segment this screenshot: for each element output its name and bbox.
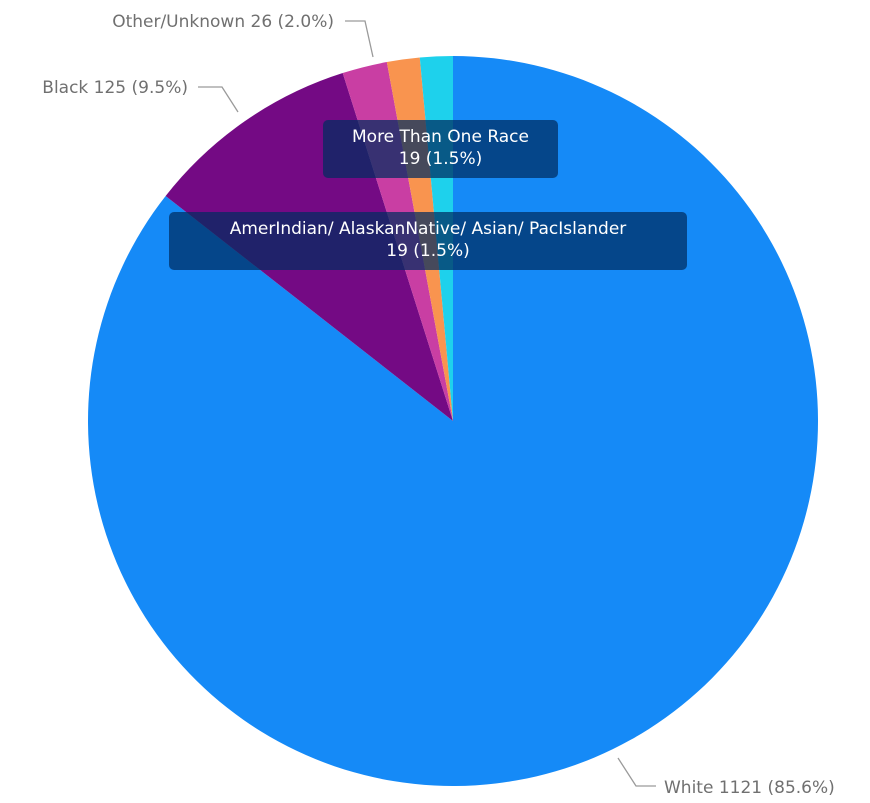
tooltip-more-than-one-race: More Than One Race 19 (1.5%) <box>323 120 558 178</box>
tooltip-box-amerindian-asian <box>169 212 687 270</box>
label-black: Black 125 (9.5%) <box>42 78 188 98</box>
tooltip-title-more-than-one-race: More Than One Race <box>352 127 529 147</box>
tooltip-box-more-than-one-race <box>323 120 558 178</box>
tooltip-amerindian-asian: AmerIndian/ AlaskanNative/ Asian/ PacIsl… <box>169 212 687 270</box>
tooltip-value-more-than-one-race: 19 (1.5%) <box>399 149 483 169</box>
tooltip-title-amerindian-asian: AmerIndian/ AlaskanNative/ Asian/ PacIsl… <box>230 219 627 239</box>
tooltip-value-amerindian-asian: 19 (1.5%) <box>386 241 470 261</box>
leader-line-other-unknown <box>345 20 374 58</box>
label-other-unknown: Other/Unknown 26 (2.0%) <box>112 12 334 32</box>
leader-line-white <box>617 757 656 787</box>
leader-line-black <box>198 86 239 113</box>
label-white: White 1121 (85.6%) <box>664 778 835 798</box>
